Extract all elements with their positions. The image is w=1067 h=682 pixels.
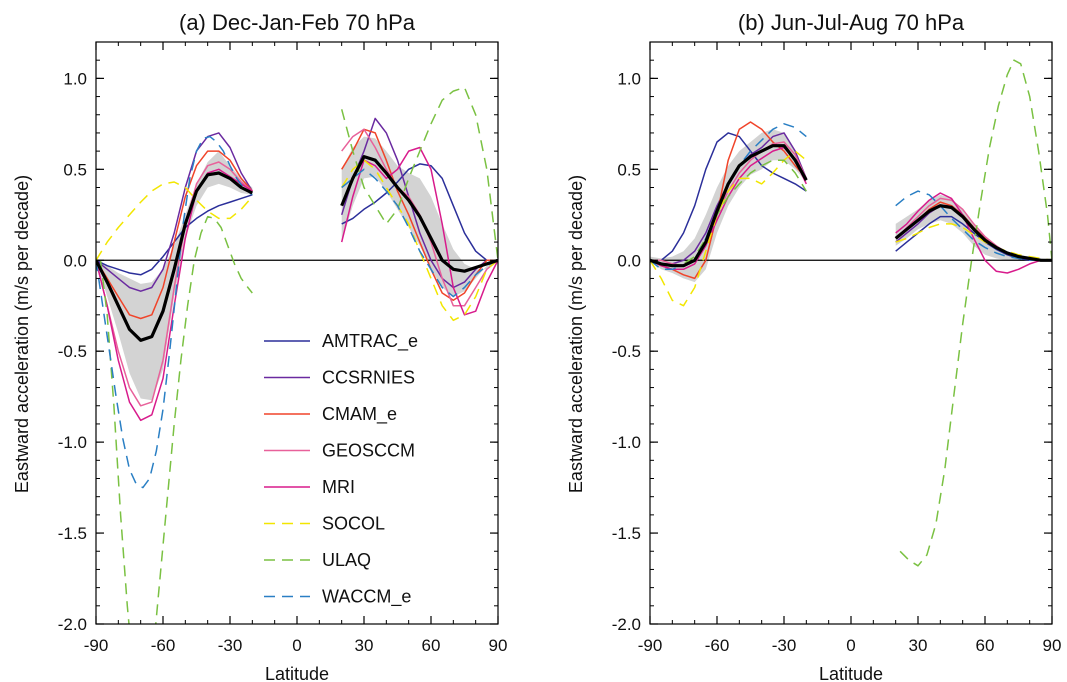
panel-a-series-waccm-e-1 xyxy=(96,135,253,489)
panel-a-series-ccsrnies-2 xyxy=(340,117,498,289)
legend-item-geosccm: GEOSCCM xyxy=(264,441,415,461)
legend-label-cmam-e: CMAM_e xyxy=(322,404,397,425)
panel-a-y-tick-label: -2.0 xyxy=(58,615,87,634)
panel-a-series-ccsrnies-1 xyxy=(96,132,253,292)
legend-label-socol: SOCOL xyxy=(322,514,385,534)
panel-a-series-multi-model-mean-1 xyxy=(96,171,254,342)
panel-b-series-socol-1 xyxy=(650,150,807,307)
panel-a-x-tick-label: 0 xyxy=(292,636,301,655)
panel-b-x-tick-label: 0 xyxy=(846,636,855,655)
panel-a-x-tick-label: -90 xyxy=(84,636,109,655)
legend-item-amtrac-e: AMTRAC_e xyxy=(264,331,418,352)
panel-b-x-tick-label: 60 xyxy=(976,636,995,655)
panel-a-plot-area xyxy=(96,86,498,624)
panel-a-series-socol-2 xyxy=(341,159,498,322)
legend-item-socol: SOCOL xyxy=(264,514,385,534)
panel-a-series-ulaq-2 xyxy=(340,86,498,261)
panel-a-series-multi-model-mean-2 xyxy=(340,155,498,273)
panel-a-y-tick-label: -1.0 xyxy=(58,433,87,452)
panel-a-x-tick-label: -60 xyxy=(151,636,176,655)
legend-label-ulaq: ULAQ xyxy=(322,550,371,570)
legend-label-mri: MRI xyxy=(322,477,355,497)
panel-b-series-multi-model-mean-1 xyxy=(650,144,808,268)
panel-b-spread-band-1 xyxy=(650,129,807,283)
panel-b-y-tick-label: 1.0 xyxy=(617,69,641,88)
panel-a-y-tick-label: -1.5 xyxy=(58,524,87,543)
panel-b-y-tick-label: 0.5 xyxy=(617,160,641,179)
panel-a-y-axis-label: Eastward acceleration (m/s per decade) xyxy=(12,175,32,493)
panel-a-series-geosccm-1 xyxy=(96,161,253,407)
panel-a-series-waccm-e-2 xyxy=(341,168,498,298)
panel-a-title: (a) Dec-Jan-Feb 70 hPa xyxy=(179,10,416,35)
panel-b-frame xyxy=(649,41,1053,625)
panel-b-axes: -2.0 -1.5 -1.0 -0.5 0.0 0.5 1.0 -90 -60 -30 0 30 60 9… xyxy=(612,41,1062,655)
legend-item-cmam-e: CMAM_e xyxy=(264,404,397,425)
panel-a-axes: -2.0 -1.5 -1.0 -0.5 0.0 0.5 1.0 -90 -60 -30 0 30 60 9… xyxy=(58,41,508,655)
panel-a-x-tick-label: 30 xyxy=(355,636,374,655)
legend-label-waccm-e: WACCM_e xyxy=(322,587,411,608)
panel-b-series-socol-2 xyxy=(895,223,1052,262)
legend-label-ccsrnies: CCSRNIES xyxy=(322,368,415,388)
panel-a-series-mri-2 xyxy=(340,146,498,316)
legend-label-geosccm: GEOSCCM xyxy=(322,441,415,461)
panel-a-x-tick-label: 90 xyxy=(489,636,508,655)
panel-b-x-tick-label: -30 xyxy=(772,636,797,655)
panel-b-y-tick-label: -2.0 xyxy=(612,615,641,634)
panel-b-series-mri-2 xyxy=(895,192,1052,274)
panel-a-y-tick-label: 0.0 xyxy=(63,251,87,270)
panel-a-y-tick-label: 1.0 xyxy=(63,69,87,88)
panel-a-spread-band-1 xyxy=(96,151,253,401)
panel-b-y-tick-label: -1.5 xyxy=(612,524,641,543)
legend-item-mri: MRI xyxy=(264,477,355,497)
panel-b-x-tick-label: -60 xyxy=(705,636,730,655)
legend-item-ulaq: ULAQ xyxy=(264,550,371,570)
panel-b-series-mri-1 xyxy=(650,146,807,271)
panel-a-x-tick-label: -30 xyxy=(218,636,243,655)
panel-b-y-axis-label: Eastward acceleration (m/s per decade) xyxy=(566,175,586,493)
panel-b-x-axis-label: Latitude xyxy=(819,664,883,682)
panel-b-series-multi-model-mean-2 xyxy=(894,204,1052,262)
panel-a-x-tick-label: 60 xyxy=(422,636,441,655)
panel-a-series-amtrac-e-2 xyxy=(341,163,498,262)
panel-b-series-amtrac-e-2 xyxy=(895,215,1052,262)
panel-a: (a) Dec-Jan-Feb 70 hPa -2.0 -1.5 -1.0 -0.5 0… xyxy=(12,10,507,682)
panel-a-series-cmam-e-1 xyxy=(96,150,253,320)
panel-b-y-tick-label: -0.5 xyxy=(612,342,641,361)
panel-a-y-tick-label: -0.5 xyxy=(58,342,87,361)
panel-b-x-tick-label: 90 xyxy=(1043,636,1062,655)
panel-b-y-tick-label: 0.0 xyxy=(617,251,641,270)
legend-item-waccm-e: WACCM_e xyxy=(264,587,411,608)
panel-b-x-tick-label: 30 xyxy=(909,636,928,655)
panel-b-x-tick-label: -90 xyxy=(638,636,663,655)
panel-b-y-tick-label: -1.0 xyxy=(612,433,641,452)
legend-item-ccsrnies: CCSRNIES xyxy=(264,368,415,388)
panel-b-plot-area xyxy=(650,59,1052,567)
legend-label-amtrac-e: AMTRAC_e xyxy=(322,331,418,352)
panel-a-x-axis-label: Latitude xyxy=(265,664,329,682)
panel-a-y-tick-label: 0.5 xyxy=(63,160,87,179)
panel-b: (b) Jun-Jul-Aug 70 hPa -2.0 -1.5 -1.0 -0.5 0… xyxy=(566,10,1061,682)
panel-a-series-cmam-e-2 xyxy=(341,128,498,302)
legend: AMTRAC_e CCSRNIES CMAM_e GEOSCCM MRI SOCOL ULA… xyxy=(264,331,418,608)
panel-a-series-socol-1 xyxy=(96,181,253,261)
panel-b-title: (b) Jun-Jul-Aug 70 hPa xyxy=(738,10,965,35)
panel-b-series-amtrac-e-1 xyxy=(650,132,807,262)
panel-b-series-ulaq-2 xyxy=(899,59,1052,567)
panel-a-series-ulaq-1 xyxy=(99,215,253,624)
